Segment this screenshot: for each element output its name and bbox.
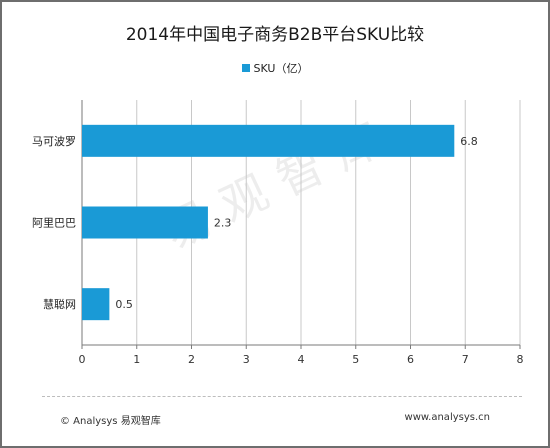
chart-title: 2014年中国电子商务B2B平台SKU比较: [125, 25, 425, 45]
category-label-0: 马可波罗: [32, 135, 76, 148]
bar-0: [82, 124, 455, 157]
legend-label: SKU（亿）: [253, 62, 309, 75]
bar-1: [82, 206, 208, 239]
data-label-1: 2.3: [214, 217, 232, 230]
legend-swatch: [241, 64, 250, 72]
x-tick-label-1: 1: [133, 353, 140, 366]
x-tick-label-2: 2: [188, 353, 195, 366]
data-label-2: 0.5: [115, 298, 133, 311]
x-tick-label-7: 7: [462, 353, 469, 366]
category-label-1: 阿里巴巴: [32, 217, 76, 230]
category-label-2: 慧聪网: [43, 297, 76, 311]
x-tick-label-3: 3: [243, 353, 250, 366]
x-tick-label-6: 6: [407, 353, 414, 366]
bar-2: [82, 288, 110, 321]
data-label-0: 6.8: [460, 135, 478, 148]
x-tick-label-8: 8: [517, 353, 524, 366]
footer-copyright: © Analysys 易观智库: [60, 416, 161, 427]
x-tick-label-0: 0: [79, 353, 86, 366]
x-tick-label-4: 4: [298, 353, 305, 366]
x-tick-label-5: 5: [352, 353, 359, 366]
footer-url[interactable]: www.analysys.cn: [404, 412, 490, 423]
footer-divider: [42, 396, 522, 397]
chart-legend: SKU（亿）: [2, 60, 548, 76]
